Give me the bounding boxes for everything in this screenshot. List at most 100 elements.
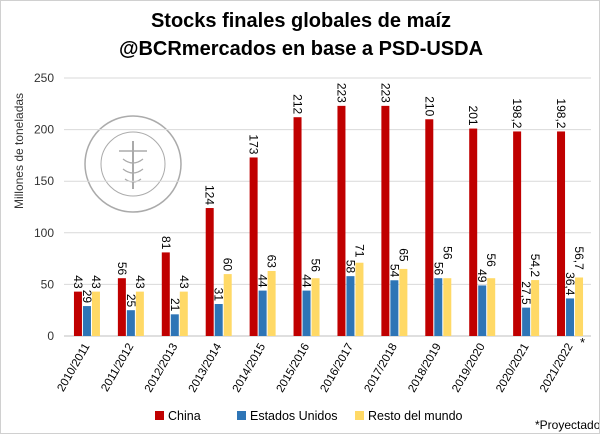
y-axis-label: Millones de toneladas [12, 93, 26, 209]
bar-resto-del-mundo [267, 270, 276, 336]
bar-estados-unidos [170, 314, 179, 336]
data-label: 198,2 [510, 98, 524, 128]
data-label: 58 [343, 260, 357, 274]
bar-china [161, 252, 170, 336]
legend-label: China [168, 409, 201, 423]
data-label: 44 [300, 274, 314, 288]
data-label: 198,2 [554, 98, 568, 128]
data-label: 65 [396, 248, 410, 262]
data-label: 36,4 [563, 272, 577, 296]
bar-resto-del-mundo [223, 274, 232, 336]
data-label: 201 [466, 106, 480, 126]
data-label: 56 [440, 246, 454, 260]
x-tick-label: 2021/2022 [538, 342, 576, 395]
bar-estados-unidos [522, 307, 531, 336]
data-label: 44 [256, 274, 270, 288]
data-label: 56 [431, 262, 445, 276]
data-label: 63 [265, 255, 279, 269]
bar-resto-del-mundo [91, 291, 100, 336]
y-tick-label: 50 [41, 277, 55, 291]
data-label: 43 [177, 275, 191, 289]
bar-resto-del-mundo [135, 291, 144, 336]
footnote-projected: *Proyectado [535, 418, 600, 432]
y-tick-label: 150 [34, 174, 54, 188]
data-label: 49 [475, 269, 489, 283]
data-label: 124 [203, 185, 217, 205]
bar-resto-del-mundo [399, 268, 408, 336]
data-label: 21 [168, 298, 182, 312]
projected-asterisk: * [580, 335, 585, 350]
bar-resto-del-mundo [179, 291, 188, 336]
x-tick-label: 2020/2021 [494, 342, 532, 395]
data-label: 31 [212, 288, 226, 302]
legend-item: Resto del mundo [355, 409, 463, 423]
x-tick-label: 2011/2012 [99, 342, 136, 394]
data-label: 56 [484, 253, 498, 267]
bar-resto-del-mundo [487, 278, 496, 336]
bar-estados-unidos [434, 278, 443, 336]
bar-estados-unidos [390, 280, 399, 336]
bar-china [557, 131, 566, 336]
y-tick-label: 200 [34, 123, 54, 137]
y-tick-label: 0 [47, 329, 54, 343]
bar-estados-unidos [214, 304, 223, 336]
data-label: 212 [291, 94, 305, 114]
legend-swatch [355, 411, 364, 420]
bar-china [469, 128, 478, 336]
bar-china [117, 278, 126, 336]
bar-estados-unidos [82, 306, 91, 336]
x-tick-label: 2019/2020 [450, 342, 488, 395]
bar-estados-unidos [258, 290, 267, 336]
x-tick-label: 2014/2015 [231, 342, 269, 395]
y-tick-label: 100 [34, 226, 54, 240]
bar-resto-del-mundo [355, 262, 364, 336]
data-label: 56 [115, 262, 129, 276]
legend-item: Estados Unidos [237, 409, 338, 423]
bar-resto-del-mundo [443, 278, 452, 336]
bar-china [425, 119, 434, 336]
bar-estados-unidos [566, 298, 575, 336]
bolsa-de-comercio-seal-watermark [84, 115, 182, 213]
data-label: 43 [71, 275, 85, 289]
legend-item: China [155, 409, 201, 423]
bar-china [337, 105, 346, 336]
bar-resto-del-mundo [575, 277, 584, 336]
x-tick-label: 2018/2019 [406, 342, 444, 395]
chart-title-line-2: @BCRmercados en base a PSD-USDA [119, 38, 483, 60]
x-tick-label: 2016/2017 [318, 342, 356, 395]
data-label: 71 [352, 244, 366, 258]
y-tick-label: 250 [34, 71, 54, 85]
data-label: 81 [159, 236, 173, 250]
bar-resto-del-mundo [311, 278, 320, 336]
data-label: 54 [387, 264, 401, 278]
data-label: 60 [221, 258, 235, 272]
legend-swatch [237, 411, 246, 420]
bar-china [249, 157, 258, 336]
x-tick-label: 2015/2016 [275, 342, 313, 395]
data-label: 223 [334, 83, 348, 103]
bar-china [73, 291, 82, 336]
bar-china [513, 131, 522, 336]
data-label: 43 [89, 275, 103, 289]
x-tick-label: 2012/2013 [143, 342, 181, 395]
data-label: 29 [80, 290, 94, 304]
legend-label: Resto del mundo [368, 409, 463, 423]
data-label: 56,7 [572, 246, 586, 270]
data-label: 56 [309, 259, 323, 273]
bar-estados-unidos [478, 285, 487, 336]
bar-china [205, 208, 214, 336]
data-label: 223 [378, 83, 392, 103]
x-tick-label: 2010/2011 [55, 342, 92, 394]
x-tick-label: 2017/2018 [362, 342, 400, 395]
bar-china [381, 105, 390, 336]
data-label: 43 [133, 275, 147, 289]
bar-china [293, 117, 302, 336]
legend-label: Estados Unidos [250, 409, 338, 423]
data-label: 210 [422, 96, 436, 116]
data-label: 54,2 [528, 254, 542, 278]
bar-estados-unidos [126, 310, 135, 336]
bar-resto-del-mundo [531, 280, 540, 336]
data-label: 173 [247, 134, 261, 154]
